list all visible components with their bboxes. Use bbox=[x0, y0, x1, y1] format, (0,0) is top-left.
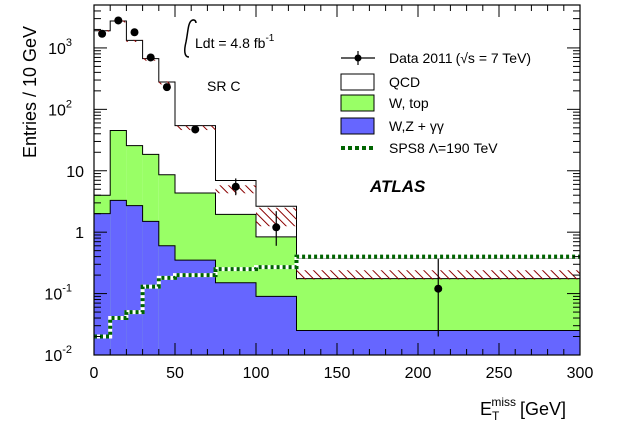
legend-item-signal: SPS8 Λ=190 TeV bbox=[341, 140, 498, 156]
bar-wz-gamma-0 bbox=[94, 213, 111, 355]
data-point-7 bbox=[272, 211, 281, 246]
legend-item-w-top: W, top bbox=[340, 94, 429, 112]
signal-line bbox=[94, 254, 580, 339]
region-label: SR C bbox=[207, 78, 240, 94]
data-points bbox=[98, 16, 443, 337]
x-tick-label-2: 100 bbox=[243, 365, 270, 382]
data-point-4 bbox=[162, 83, 171, 92]
x-axis-title-sup: miss bbox=[491, 395, 516, 409]
y-tick-label-1: 102 bbox=[48, 98, 72, 119]
band-bin-2 bbox=[126, 39, 143, 42]
legend-label-w-top: W, top bbox=[389, 95, 429, 111]
x-axis-title-unit: [GeV] bbox=[520, 399, 566, 419]
legend-label-wz-gamma: W,Z + γγ bbox=[389, 118, 444, 134]
data-marker-8 bbox=[434, 284, 443, 293]
legend: Data 2011 (√s = 7 TeV) QCD W, top W,Z + γ… bbox=[340, 50, 531, 156]
x-tick-label-5: 250 bbox=[486, 365, 513, 382]
legend-item-wz-gamma: W,Z + γγ bbox=[340, 117, 444, 135]
bar-wz-gamma-7 bbox=[256, 296, 297, 355]
bar-wz-gamma-6 bbox=[215, 282, 256, 355]
y-tick-label-4: 10-1 bbox=[44, 283, 72, 304]
stacked-histograms bbox=[93, 20, 581, 355]
x-tick-label-3: 150 bbox=[324, 365, 351, 382]
data-point-1 bbox=[114, 16, 123, 25]
x-tick-label-6: 300 bbox=[567, 365, 594, 382]
luminosity-text: Ldt = 4.8 fb-1 bbox=[195, 33, 275, 51]
outline-stack-0 bbox=[93, 199, 581, 355]
x-tick-label-4: 200 bbox=[405, 365, 432, 382]
data-marker-1 bbox=[114, 16, 123, 25]
legend-swatch-qcd bbox=[340, 73, 375, 91]
legend-swatch-w-top bbox=[340, 94, 375, 112]
bar-wz-gamma-2 bbox=[126, 205, 143, 355]
x-tick-label-0: 0 bbox=[90, 365, 99, 382]
integral-sign-icon bbox=[184, 19, 197, 58]
x-axis-title-main: E bbox=[480, 399, 492, 419]
y-tick-label-3: 1 bbox=[75, 225, 84, 242]
outline-stack-1 bbox=[93, 129, 581, 355]
x-tick-label-1: 50 bbox=[166, 365, 184, 382]
data-point-6 bbox=[231, 178, 240, 196]
data-marker-4 bbox=[162, 83, 171, 92]
luminosity-annotation: Ldt = 4.8 fb-1 bbox=[184, 19, 275, 58]
y-tick-label-0: 103 bbox=[48, 37, 72, 58]
legend-label-signal: SPS8 Λ=190 TeV bbox=[389, 140, 498, 156]
data-point-0 bbox=[98, 29, 107, 38]
data-marker-0 bbox=[98, 29, 107, 38]
x-axis-title: ETmiss [GeV] bbox=[480, 395, 566, 422]
data-point-5 bbox=[191, 125, 200, 134]
data-marker-7 bbox=[272, 223, 281, 232]
y-tick-label-5: 10-2 bbox=[44, 344, 72, 365]
y-axis-title: Entries / 10 GeV bbox=[20, 26, 40, 158]
data-point-2 bbox=[130, 28, 139, 37]
y-tick-label-2: 10 bbox=[66, 164, 84, 181]
data-marker-3 bbox=[146, 53, 155, 62]
data-marker-2 bbox=[130, 28, 139, 37]
signal-curve bbox=[94, 254, 580, 339]
data-point-8 bbox=[434, 258, 443, 337]
x-axis-title-sub: T bbox=[492, 409, 500, 422]
data-point-3 bbox=[146, 53, 155, 62]
legend-swatch-wz-gamma bbox=[340, 117, 375, 135]
bar-wz-gamma-4 bbox=[158, 245, 175, 355]
legend-label-qcd: QCD bbox=[389, 74, 420, 90]
legend-item-qcd: QCD bbox=[340, 73, 420, 91]
data-marker-6 bbox=[231, 182, 240, 191]
legend-item-data: Data 2011 (√s = 7 TeV) bbox=[341, 50, 531, 66]
band-bin-4 bbox=[158, 81, 175, 85]
data-marker-5 bbox=[191, 125, 200, 134]
bar-wz-gamma-1 bbox=[110, 200, 127, 355]
legend-label-data: Data 2011 (√s = 7 TeV) bbox=[389, 50, 531, 66]
atlas-label: ATLAS bbox=[369, 177, 426, 196]
